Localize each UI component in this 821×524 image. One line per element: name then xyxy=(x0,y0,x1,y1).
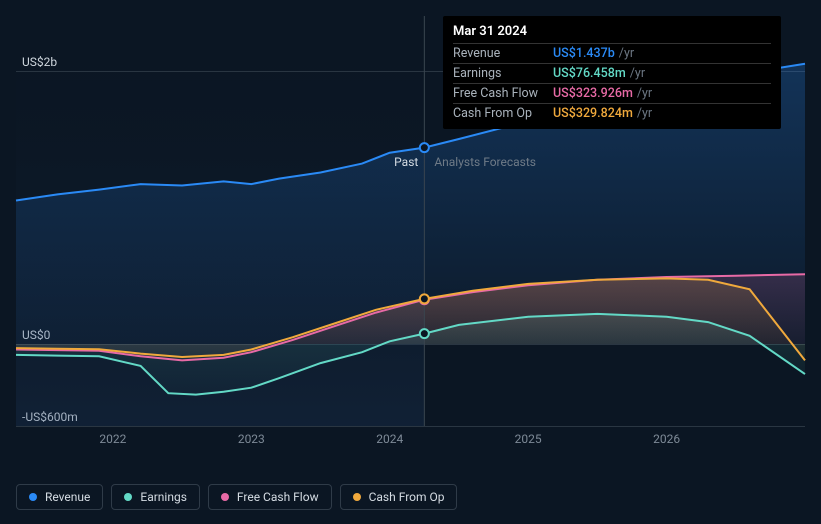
legend-item-fcf[interactable]: Free Cash Flow xyxy=(208,484,332,510)
x-axis-label: 2025 xyxy=(515,432,542,446)
chart-tooltip: Mar 31 2024 RevenueUS$1.437b/yrEarningsU… xyxy=(443,16,781,129)
legend-dot-icon xyxy=(29,493,37,501)
legend-item-earnings[interactable]: Earnings xyxy=(111,484,200,510)
marker-cfo xyxy=(420,294,429,303)
tooltip-row-unit: /yr xyxy=(637,86,652,101)
marker-earnings xyxy=(420,329,429,338)
tooltip-row-label: Free Cash Flow xyxy=(453,86,553,101)
legend-item-cfo[interactable]: Cash From Op xyxy=(340,484,458,510)
legend-label: Revenue xyxy=(45,490,90,504)
legend-dot-icon xyxy=(124,493,132,501)
tooltip-row-value: US$329.824m xyxy=(553,106,633,121)
legend-label: Free Cash Flow xyxy=(237,490,319,504)
marker-revenue xyxy=(420,143,429,152)
chart-legend: Revenue Earnings Free Cash Flow Cash From O… xyxy=(16,484,457,510)
legend-item-revenue[interactable]: Revenue xyxy=(16,484,103,510)
x-axis-label: 2024 xyxy=(376,432,403,446)
legend-label: Earnings xyxy=(140,490,187,504)
tooltip-row: Cash From OpUS$329.824m/yr xyxy=(453,103,771,123)
tooltip-row-label: Cash From Op xyxy=(453,106,553,121)
tooltip-row-value: US$323.926m xyxy=(553,86,633,101)
legend-label: Cash From Op xyxy=(369,490,445,504)
legend-dot-icon xyxy=(221,493,229,501)
tooltip-row: EarningsUS$76.458m/yr xyxy=(453,63,771,83)
tooltip-row-unit: /yr xyxy=(630,66,645,81)
label-forecast: Analysts Forecasts xyxy=(434,155,536,169)
tooltip-row-label: Revenue xyxy=(453,46,553,61)
tooltip-title: Mar 31 2024 xyxy=(453,22,771,43)
tooltip-row-label: Earnings xyxy=(453,66,553,81)
legend-dot-icon xyxy=(353,493,361,501)
x-axis-label: 2022 xyxy=(99,432,126,446)
label-past: Past xyxy=(394,155,418,169)
gridline xyxy=(16,426,805,427)
tooltip-row: RevenueUS$1.437b/yr xyxy=(453,43,771,63)
tooltip-row-unit: /yr xyxy=(637,106,652,121)
tooltip-row: Free Cash FlowUS$323.926m/yr xyxy=(453,83,771,103)
tooltip-row-value: US$76.458m xyxy=(553,66,626,81)
tooltip-row-value: US$1.437b xyxy=(553,46,615,61)
x-axis-label: 2026 xyxy=(653,432,680,446)
tooltip-row-unit: /yr xyxy=(619,46,634,61)
x-axis-label: 2023 xyxy=(238,432,265,446)
